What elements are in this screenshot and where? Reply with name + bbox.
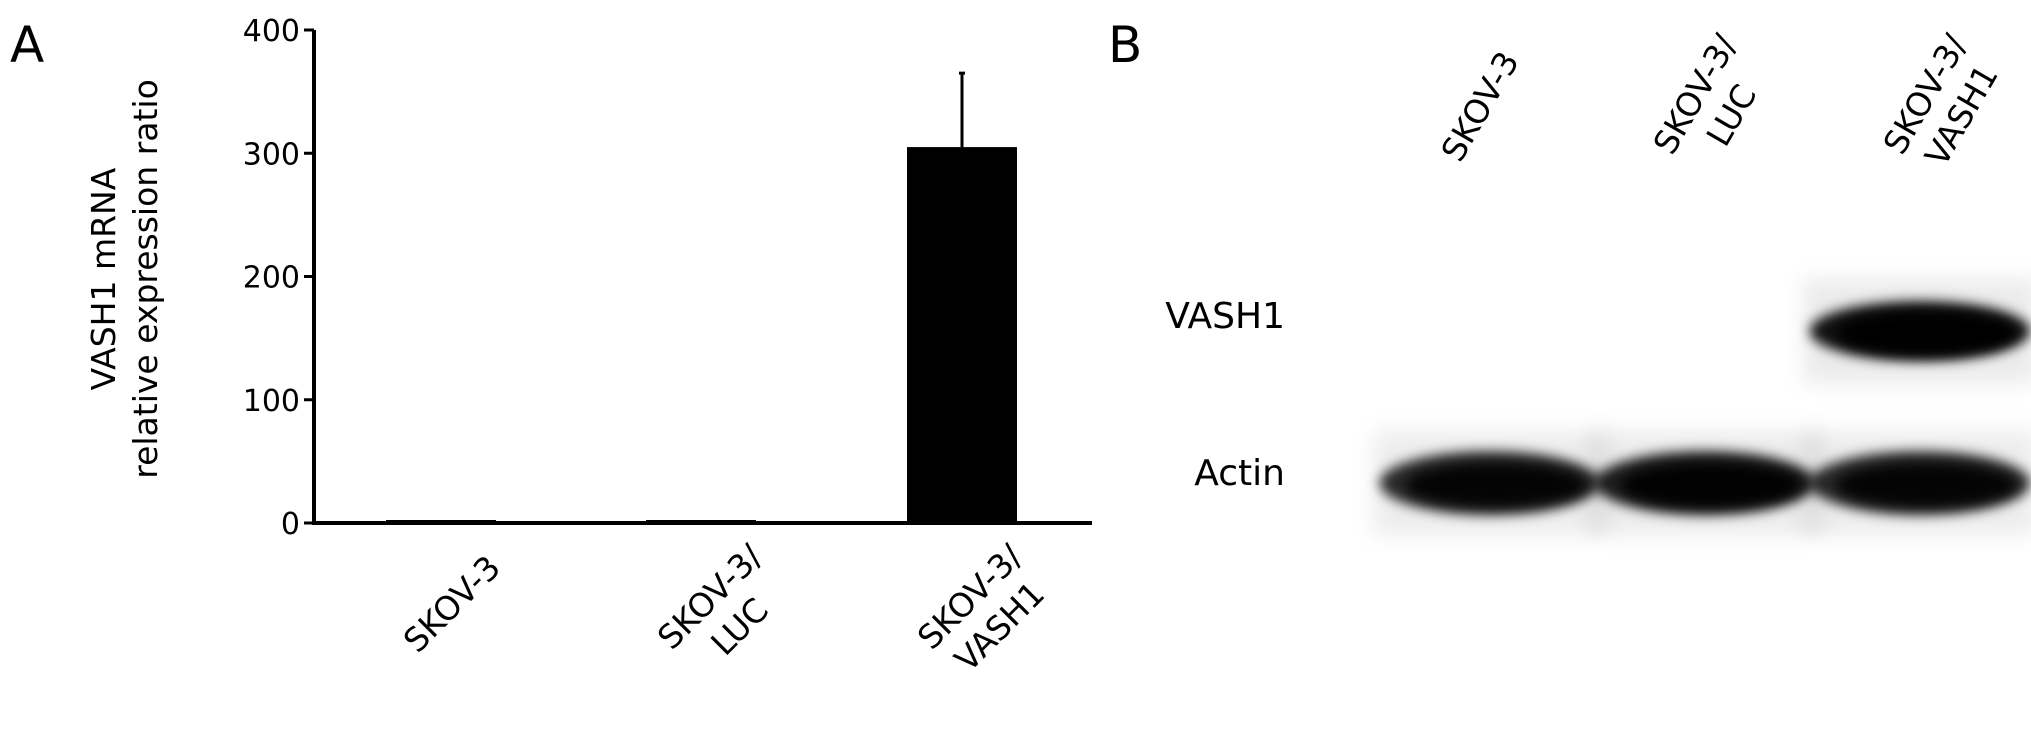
blot-lane-label-3: SKOV-3/VASH1: [1875, 27, 2011, 182]
bar-3: [907, 147, 1017, 523]
y-tick-label: 200: [243, 261, 300, 296]
x-tick-label-1: SKOV-3: [396, 548, 508, 660]
blot-row-label-vash1: VASH1: [1165, 296, 1285, 337]
panel-a-letter: A: [10, 16, 44, 74]
western-blot: VASH1 Actin: [1165, 279, 2031, 535]
y-tick-label: 0: [281, 507, 300, 542]
blot-band-actin-3: [1803, 431, 2031, 535]
y-axis-title-text: VASH1 mRNArelative expression ratio: [84, 79, 165, 479]
blot-lane-label-line: SKOV-3: [1433, 45, 1527, 168]
y-tick-label: 100: [243, 384, 300, 419]
y-tick-label: 300: [243, 137, 300, 172]
blot-band-actin-1: [1373, 431, 1607, 535]
y-axis-title: VASH1 mRNArelative expression ratio: [84, 79, 165, 479]
x-tick-label-3: SKOV-3/VASH1: [910, 536, 1060, 686]
y-axis-title-line: VASH1 mRNA: [84, 167, 123, 390]
y-axis-title-line: relative expression ratio: [126, 79, 165, 479]
panel-b-letter: B: [1108, 16, 1142, 74]
x-tick-label-2: SKOV-3/LUC: [650, 536, 800, 686]
x-axis-labels: SKOV-3 SKOV-3/LUC SKOV-3/VASH1: [396, 536, 1060, 686]
blot-lane-label-2: SKOV-3/LUC: [1645, 27, 1781, 182]
x-tick-label-line: SKOV-3: [396, 548, 508, 660]
bar-1: [386, 520, 496, 523]
y-tick-label: 400: [243, 14, 300, 49]
blot-band-actin-2: [1588, 431, 1822, 535]
blot-lane-labels: SKOV-3 SKOV-3/LUC SKOV-3/VASH1: [1433, 27, 2011, 182]
blot-lane-label-1: SKOV-3: [1433, 45, 1527, 168]
blot-band-vash1-3: [1803, 279, 2031, 383]
bar-2: [646, 520, 756, 523]
blot-row-label-actin: Actin: [1194, 453, 1285, 494]
bar-series: [386, 71, 1017, 523]
